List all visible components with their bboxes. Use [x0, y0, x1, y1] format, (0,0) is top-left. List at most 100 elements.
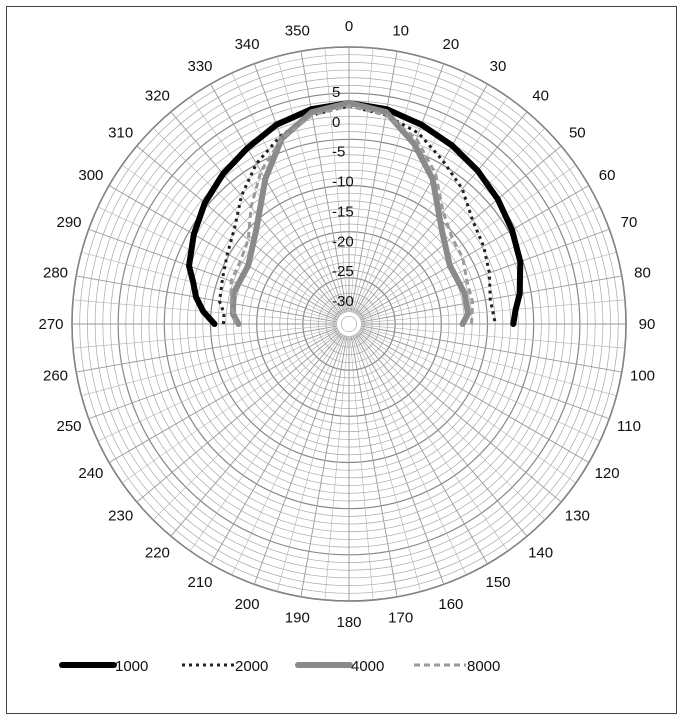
- legend-label-1000: 1000: [115, 658, 148, 675]
- grid-ring: [340, 315, 358, 333]
- grid-spoke: [152, 127, 341, 316]
- legend-label-4000: 4000: [351, 658, 384, 675]
- grid-spoke: [300, 51, 348, 313]
- theta-tick-label: 250: [56, 418, 81, 435]
- theta-tick-label: 170: [388, 610, 413, 627]
- grid-spoke: [136, 331, 341, 503]
- grid-spoke: [88, 228, 338, 321]
- grid-spoke: [351, 56, 421, 313]
- grid-spoke: [359, 206, 601, 320]
- radial-tick-label: 5: [332, 84, 340, 101]
- radial-tick-label: -25: [332, 263, 354, 280]
- grid-spoke: [359, 185, 590, 319]
- grid-spoke: [81, 252, 338, 322]
- grid-spoke: [189, 333, 343, 552]
- grid-spoke: [351, 335, 421, 592]
- grid-spoke: [231, 334, 345, 576]
- theta-tick-label: 310: [108, 124, 133, 141]
- grid-spoke: [350, 335, 398, 597]
- radial-tick-label: -20: [332, 233, 354, 250]
- theta-tick-label: 20: [443, 36, 460, 53]
- grid-spoke: [350, 51, 398, 313]
- grid-spoke: [357, 127, 546, 316]
- grid-spoke: [360, 327, 610, 420]
- theta-tick-label: 130: [565, 508, 590, 525]
- grid-spoke: [353, 334, 467, 576]
- theta-tick-label: 330: [187, 58, 212, 75]
- grid-spoke: [352, 63, 445, 313]
- theta-tick-label: 190: [285, 610, 310, 627]
- grid-spoke: [97, 206, 339, 320]
- theta-tick-labels: 0 102030405060708090100110120130140150160…: [38, 18, 655, 631]
- theta-tick-label: 350: [285, 23, 310, 40]
- grid-spoke: [354, 334, 488, 565]
- radial-tick-label: -10: [332, 174, 354, 191]
- legend: 1000 2000 4000 8000: [59, 658, 500, 675]
- theta-tick-label: 40: [532, 88, 549, 105]
- grid-spoke: [353, 72, 467, 314]
- grid-spoke: [97, 328, 339, 442]
- theta-tick-label: 70: [621, 214, 638, 231]
- theta-tick-label: 160: [438, 596, 463, 613]
- theta-tick-label: 210: [187, 574, 212, 591]
- theta-tick-label: 30: [490, 58, 507, 75]
- grid-spoke: [360, 326, 617, 396]
- theta-tick-label: 220: [145, 544, 170, 561]
- grid-spoke: [357, 145, 562, 317]
- theta-tick-label: 300: [78, 167, 103, 184]
- grid-spoke: [210, 83, 344, 314]
- grid-spoke: [324, 335, 349, 600]
- theta-tick-label: 260: [43, 368, 68, 385]
- grid-spoke: [354, 83, 488, 314]
- theta-tick-label: 90: [639, 316, 656, 333]
- theta-tick-label: 120: [595, 465, 620, 482]
- grid-spoke: [357, 331, 562, 503]
- theta-tick-label: 0: [345, 18, 353, 35]
- theta-tick-label: 340: [235, 36, 260, 53]
- radial-tick-labels: 5 0 -5 -10 -15 -20 -25 -30: [332, 84, 354, 310]
- grid-spoke: [76, 275, 338, 323]
- grid-spoke: [189, 96, 343, 315]
- grid-spoke: [360, 228, 610, 321]
- grid-spoke: [360, 325, 622, 373]
- theta-tick-label: 270: [38, 316, 63, 333]
- grid-spoke: [81, 326, 338, 396]
- grid-spoke: [253, 335, 346, 585]
- grid-spoke: [360, 324, 625, 349]
- series-line-8000: [229, 104, 475, 325]
- theta-tick-label: 140: [528, 544, 553, 561]
- radial-tick-label: -5: [332, 144, 345, 161]
- theta-tick-label: 60: [599, 167, 616, 184]
- grid-spoke: [210, 334, 344, 565]
- theta-tick-label: 10: [392, 23, 409, 40]
- grid-spoke: [324, 48, 349, 313]
- grid-spoke: [357, 332, 546, 521]
- grid-spoke: [300, 335, 348, 597]
- grid-spoke: [88, 327, 338, 420]
- theta-tick-label: 290: [56, 214, 81, 231]
- grid-spoke: [356, 332, 528, 537]
- grid-spoke: [355, 96, 509, 315]
- chart-frame: [6, 6, 677, 714]
- grid-spoke: [152, 332, 341, 521]
- grid-spoke: [349, 335, 374, 600]
- grid-spoke: [170, 111, 342, 316]
- grid-spoke: [76, 325, 338, 373]
- grid-spoke: [355, 333, 509, 552]
- grid-spoke: [253, 63, 346, 313]
- grid-spoke: [356, 111, 528, 316]
- theta-tick-label: 240: [78, 465, 103, 482]
- legend-label-8000: 8000: [467, 658, 500, 675]
- grid-spoke: [136, 145, 341, 317]
- polar-grid: [71, 46, 627, 602]
- theta-tick-label: 100: [630, 368, 655, 385]
- grid-spoke: [358, 330, 577, 484]
- theta-tick-label: 320: [145, 88, 170, 105]
- theta-tick-label: 110: [617, 418, 641, 435]
- grid-spoke: [231, 72, 345, 314]
- theta-tick-label: 200: [235, 596, 260, 613]
- theta-tick-label: 280: [43, 264, 68, 281]
- radial-tick-label: 0: [332, 114, 340, 131]
- grid-spoke: [359, 328, 601, 442]
